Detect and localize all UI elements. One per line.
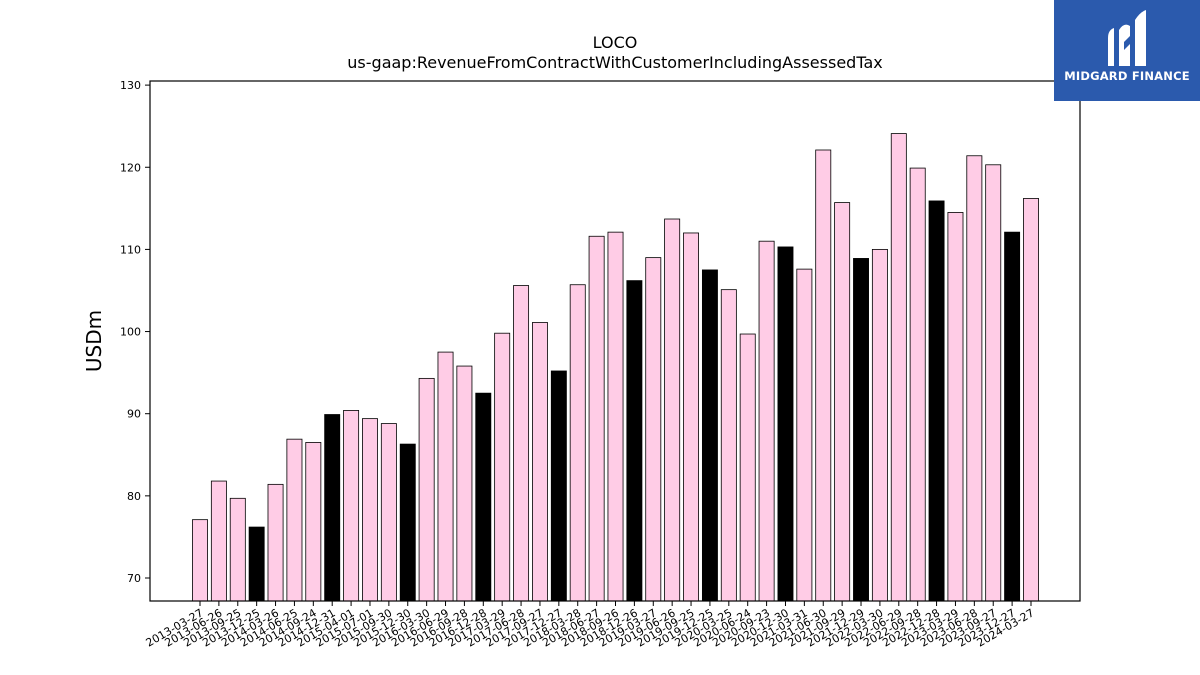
- bar-2015-12-30: [399, 443, 416, 602]
- y-tick-label: 110: [120, 243, 141, 256]
- y-tick-label: 100: [120, 326, 141, 339]
- x-axis: 2013-03-272013-06-262013-09-252013-12-25…: [144, 601, 1037, 650]
- bar-2016-12-28: [475, 392, 492, 602]
- bar-2015-07-01: [362, 418, 378, 602]
- bar-2022-03-30: [871, 248, 888, 602]
- bar-2016-03-30: [418, 377, 435, 602]
- bar-2013-06-26: [210, 480, 227, 602]
- plot-frame: [149, 80, 1081, 602]
- y-tick-label: 130: [120, 79, 141, 92]
- bar-2017-09-27: [532, 322, 548, 602]
- bar-2014-09-24: [305, 442, 322, 602]
- bar-2018-09-26: [607, 231, 624, 602]
- bar-2015-04-01: [343, 410, 360, 602]
- bar-2023-09-27: [985, 164, 1002, 602]
- bar-2017-06-28: [513, 285, 530, 602]
- y-axis-label: USDm: [82, 310, 106, 372]
- chart-title-line-2: us-gaap:RevenueFromContractWithCustomerI…: [347, 53, 882, 72]
- bar-2020-12-30: [777, 246, 794, 602]
- bar-2019-12-25: [701, 269, 718, 602]
- bars-group: [192, 133, 1039, 602]
- bar-2022-06-29: [890, 133, 907, 602]
- bar-2016-09-28: [456, 365, 473, 602]
- y-tick-label: 90: [127, 408, 141, 421]
- bar-2014-12-31: [324, 414, 341, 602]
- bar-2023-12-27: [1004, 231, 1021, 602]
- midgard-finance-logo: MIDGARD FINANCE: [1054, 0, 1200, 101]
- bar-2023-06-28: [966, 155, 983, 602]
- y-tick-label: 120: [120, 161, 141, 174]
- bar-2014-03-26: [267, 483, 284, 602]
- bar-2017-12-27: [550, 370, 567, 602]
- bar-2014-06-25: [286, 438, 303, 602]
- bar-2018-12-26: [626, 280, 643, 602]
- bar-2024-03-27: [1023, 198, 1039, 602]
- y-tick-label: 70: [127, 572, 141, 585]
- bar-2023-03-29: [947, 212, 964, 602]
- bar-2022-12-28: [928, 200, 945, 602]
- midgard-logo-icon: [1108, 10, 1146, 67]
- bar-2019-03-27: [645, 257, 662, 602]
- bar-2013-09-25: [229, 497, 246, 602]
- bar-2021-03-31: [796, 268, 813, 602]
- bar-2018-03-28: [569, 284, 586, 602]
- bar-2022-09-28: [909, 167, 926, 602]
- logo-text: MIDGARD FINANCE: [1064, 69, 1190, 83]
- bar-2019-09-25: [683, 232, 699, 602]
- bar-2019-06-26: [664, 218, 681, 602]
- bar-2020-06-24: [739, 333, 756, 602]
- y-axis: 70 80 90 100 110 120 130: [120, 79, 150, 585]
- bar-2015-09-30: [380, 423, 397, 602]
- chart-title-line-1: LOCO: [593, 33, 638, 52]
- bar-2013-03-27: [192, 519, 208, 602]
- bar-2021-12-29: [853, 258, 869, 602]
- y-tick-label: 80: [127, 490, 141, 503]
- bar-2021-06-30: [815, 149, 832, 602]
- bar-2013-12-25: [248, 526, 265, 602]
- bar-2017-03-29: [494, 332, 511, 602]
- bar-2021-09-29: [834, 202, 851, 602]
- bar-2016-06-29: [437, 351, 454, 602]
- bar-2020-09-23: [758, 240, 775, 602]
- bar-2020-03-25: [720, 289, 737, 602]
- bar-2018-06-27: [588, 235, 605, 602]
